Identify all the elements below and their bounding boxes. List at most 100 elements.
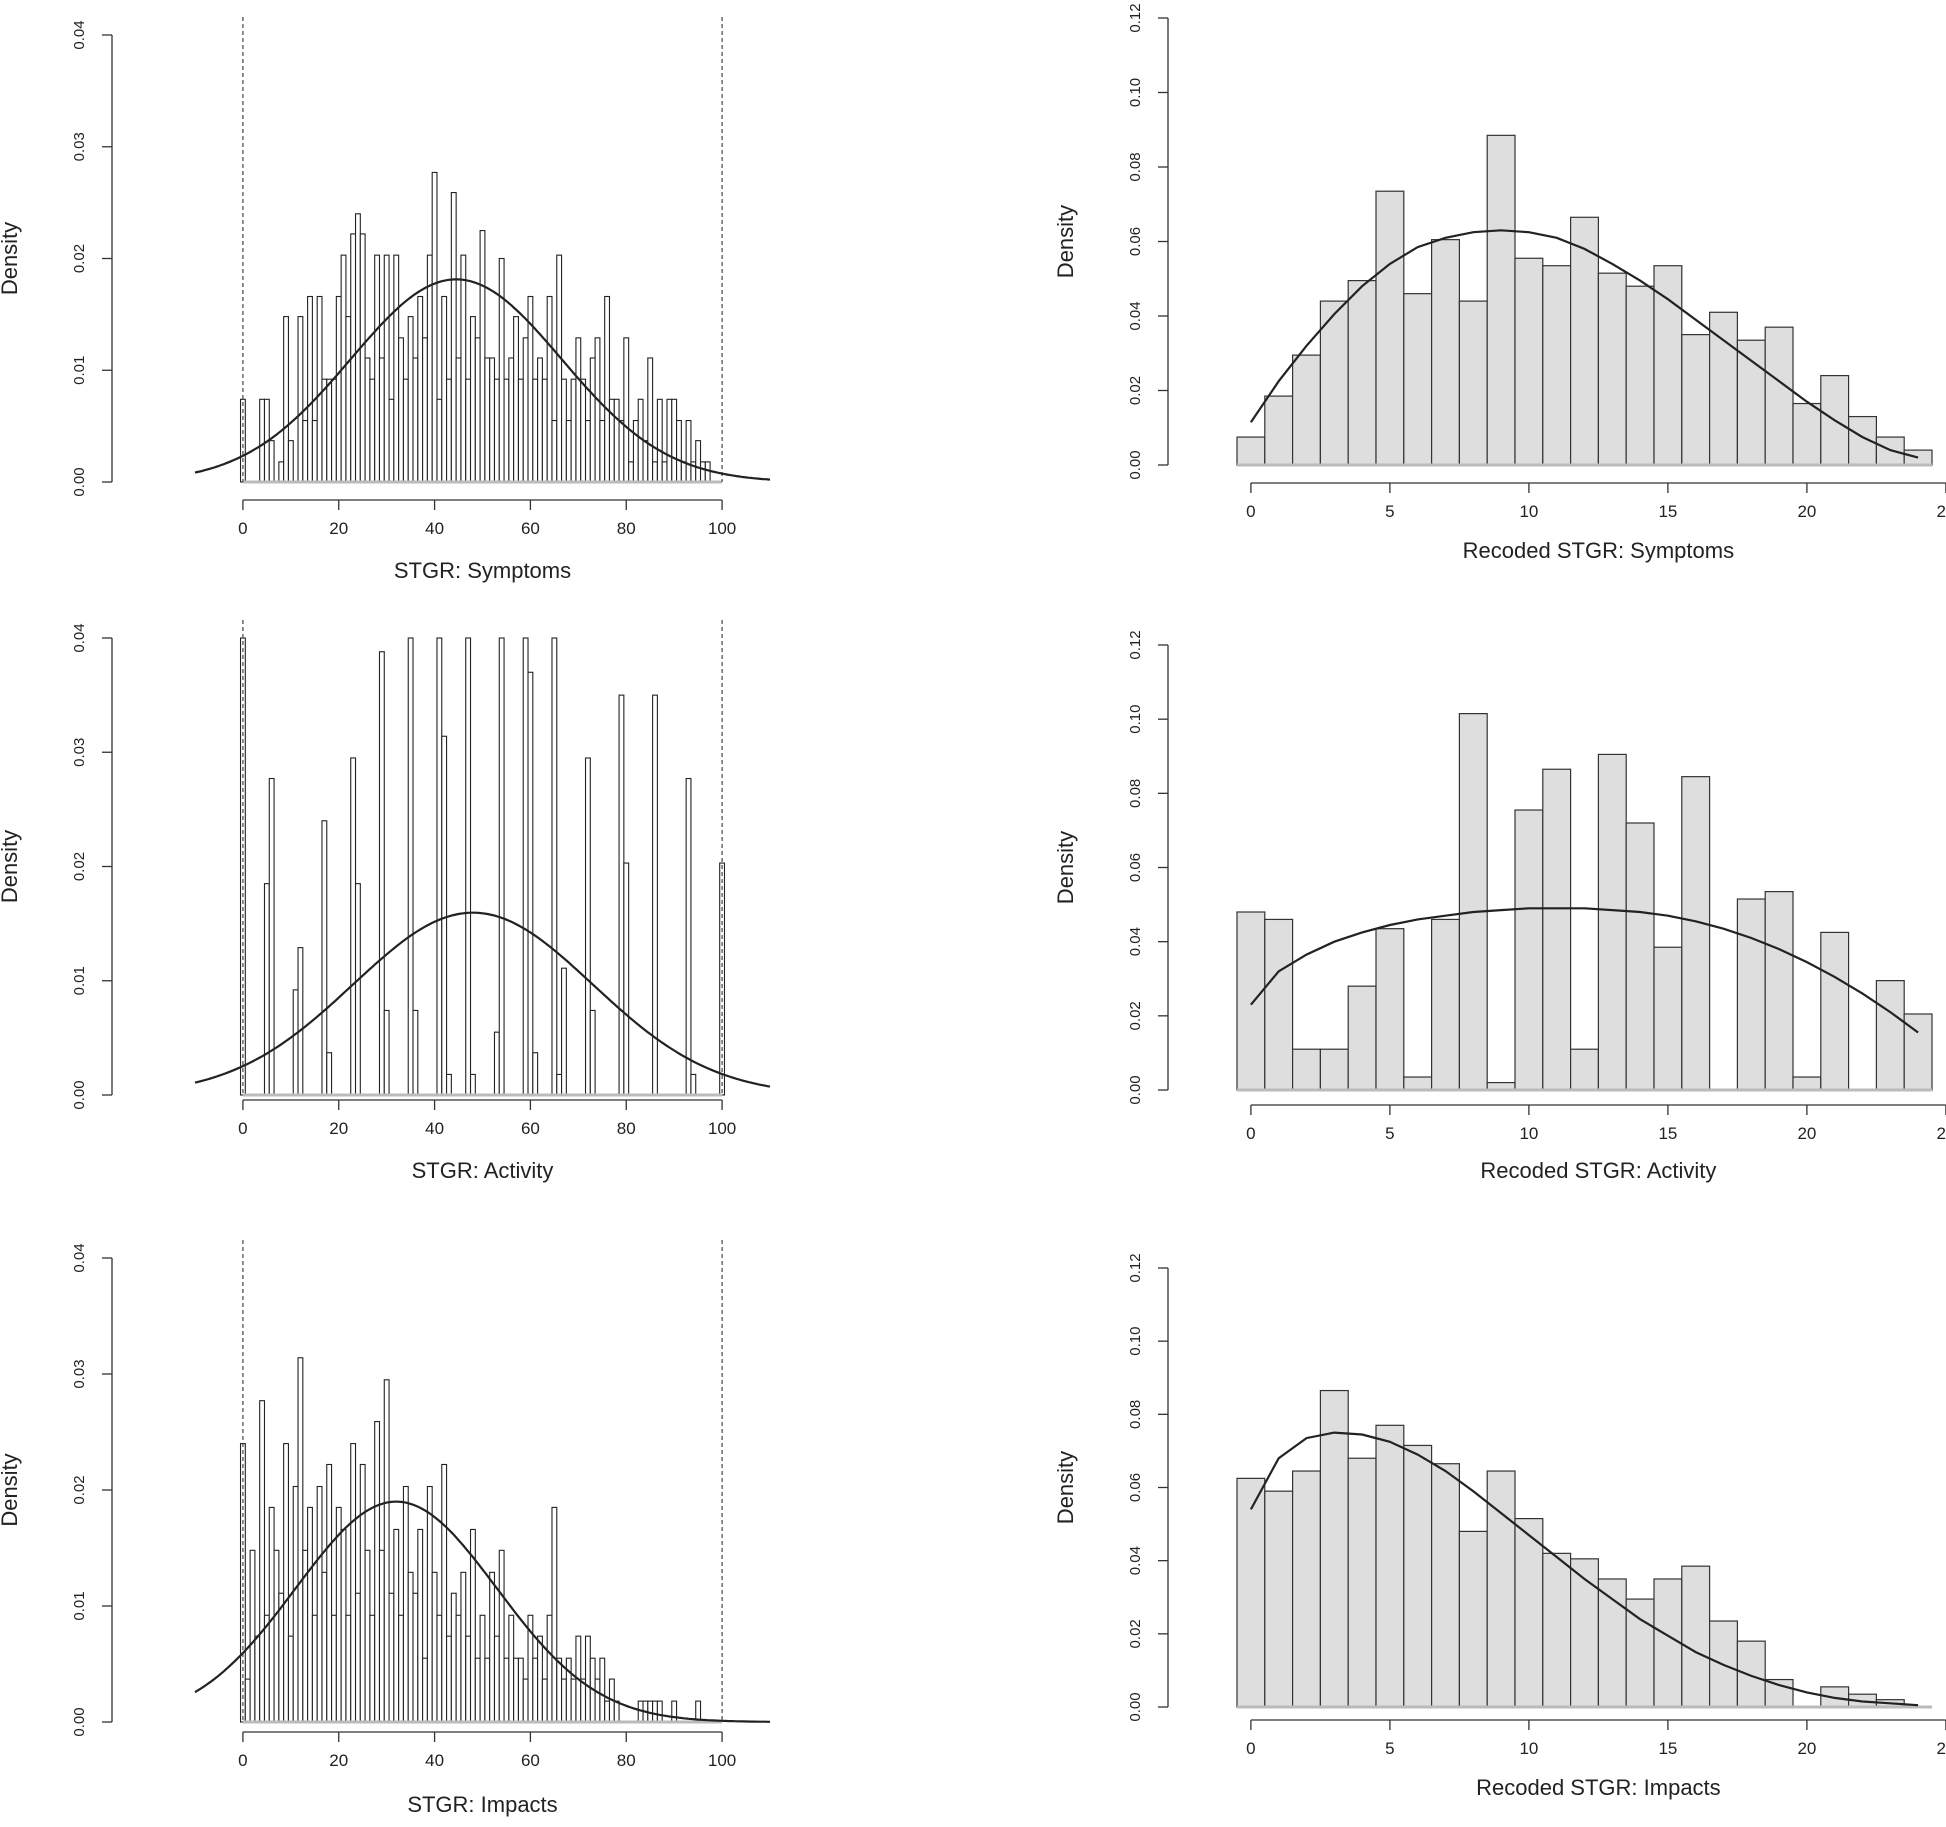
bar [671, 398, 678, 483]
bar [493, 1635, 500, 1723]
bar [441, 735, 448, 1096]
bar [1264, 918, 1294, 1091]
bar [374, 1421, 381, 1723]
bar [283, 1443, 289, 1723]
density-curve [194, 911, 771, 1088]
bar [599, 419, 606, 483]
x-tick-label: 60 [521, 519, 540, 538]
bar [1292, 1048, 1322, 1091]
bar [455, 357, 462, 483]
bar [259, 398, 266, 483]
bar [541, 378, 548, 483]
bar [465, 1635, 472, 1723]
bar [297, 1357, 304, 1723]
bar [407, 1571, 414, 1723]
y-axis-label: Density [0, 1453, 22, 1526]
x-tick-label: 15 [1658, 1739, 1677, 1758]
bars [1236, 134, 1933, 466]
bar [1375, 190, 1405, 466]
bar [402, 378, 409, 483]
x-tick-label: 60 [521, 1119, 540, 1138]
bar [484, 357, 491, 483]
bar [1653, 1578, 1683, 1708]
bar [642, 440, 649, 483]
bar [685, 777, 692, 1096]
bar [613, 1700, 620, 1723]
bar [647, 357, 654, 483]
bar [1375, 1424, 1405, 1708]
y-tick-label: 0.04 [71, 623, 88, 652]
x-axis: 0 5 10 15 20 25 Recoded STGR: Activity [1246, 1104, 1946, 1183]
bar [460, 1571, 467, 1723]
bar [244, 1678, 251, 1723]
bar [441, 1463, 448, 1723]
bar [1458, 300, 1488, 466]
bar [364, 1549, 371, 1723]
histogram-stgr-impacts: 0.00 0.01 0.02 0.03 0.04 Density 0 20 40 60 80 100 S… [0, 1240, 770, 1817]
bar [1625, 822, 1655, 1091]
bar [350, 757, 357, 1096]
x-axis: 0 5 10 15 20 25 Recoded STGR: Impacts [1246, 1719, 1946, 1800]
y-tick-label: 0.10 [1127, 78, 1144, 107]
bar [283, 316, 289, 483]
bar [345, 1614, 352, 1723]
bar [1431, 239, 1461, 466]
bar [1319, 1048, 1349, 1091]
bar [393, 1528, 400, 1723]
bar [1514, 257, 1544, 466]
bar [584, 419, 591, 483]
bar [522, 637, 529, 1096]
bar [345, 316, 352, 483]
y-axis-label: Density [1053, 831, 1078, 904]
x-tick-label: 5 [1385, 1739, 1394, 1758]
bar [417, 295, 424, 483]
bar [604, 1700, 611, 1723]
bar [1736, 1640, 1766, 1708]
y-tick-label: 0.12 [1127, 1253, 1144, 1282]
histogram-recoded-stgr-impacts: 0.00 0.02 0.04 0.06 0.08 0.10 0.12 Density 0 5 10 1… [1053, 1253, 1946, 1800]
bar [326, 1463, 333, 1723]
bar [676, 419, 682, 483]
y-tick-label: 0.08 [1127, 1400, 1144, 1429]
x-tick-label: 80 [617, 1119, 636, 1138]
bar [1514, 1517, 1544, 1708]
y-tick-label: 0.00 [1127, 1692, 1144, 1721]
bar [1319, 1389, 1349, 1708]
bar [589, 357, 596, 483]
bar [369, 1614, 376, 1723]
bar [517, 378, 524, 483]
bar [661, 461, 668, 483]
bar [551, 419, 558, 483]
y-tick-label: 0.04 [1127, 1546, 1144, 1575]
density-curve [1249, 1431, 1919, 1707]
bar [565, 1657, 572, 1723]
bar [1792, 1076, 1822, 1091]
bar [1625, 285, 1655, 466]
bar [479, 1614, 486, 1723]
bar [517, 1657, 524, 1723]
bar [268, 777, 275, 1096]
x-tick-label: 15 [1658, 1124, 1677, 1143]
x-tick-label: 0 [238, 1751, 247, 1770]
bar [249, 1549, 256, 1723]
bars [239, 171, 711, 483]
bar [321, 820, 328, 1096]
bar [623, 337, 630, 483]
bar [1236, 911, 1266, 1091]
bar [326, 378, 333, 483]
bar [652, 1700, 658, 1723]
bar [426, 1485, 433, 1723]
bar [652, 461, 658, 483]
bar [307, 295, 313, 483]
histogram-recoded-stgr-symptoms: 0.00 0.02 0.04 0.06 0.08 0.10 0.12 Density 0 5 10 1… [1053, 3, 1946, 563]
bar [680, 461, 687, 483]
y-axis-label: Density [1053, 1451, 1078, 1524]
histogram-stgr-symptoms: 0.00 0.01 0.02 0.03 0.04 Density 0 20 40 60 80 100 S… [0, 17, 771, 583]
bar [551, 1506, 558, 1723]
y-tick-label: 0.08 [1127, 152, 1144, 181]
bar [383, 254, 390, 483]
bar [292, 1485, 299, 1723]
bar [594, 337, 601, 483]
y-axis: 0.00 0.02 0.04 0.06 0.08 0.10 0.12 Density [1053, 1253, 1169, 1722]
y-axis: 0.00 0.01 0.02 0.03 0.04 Density [0, 623, 113, 1110]
